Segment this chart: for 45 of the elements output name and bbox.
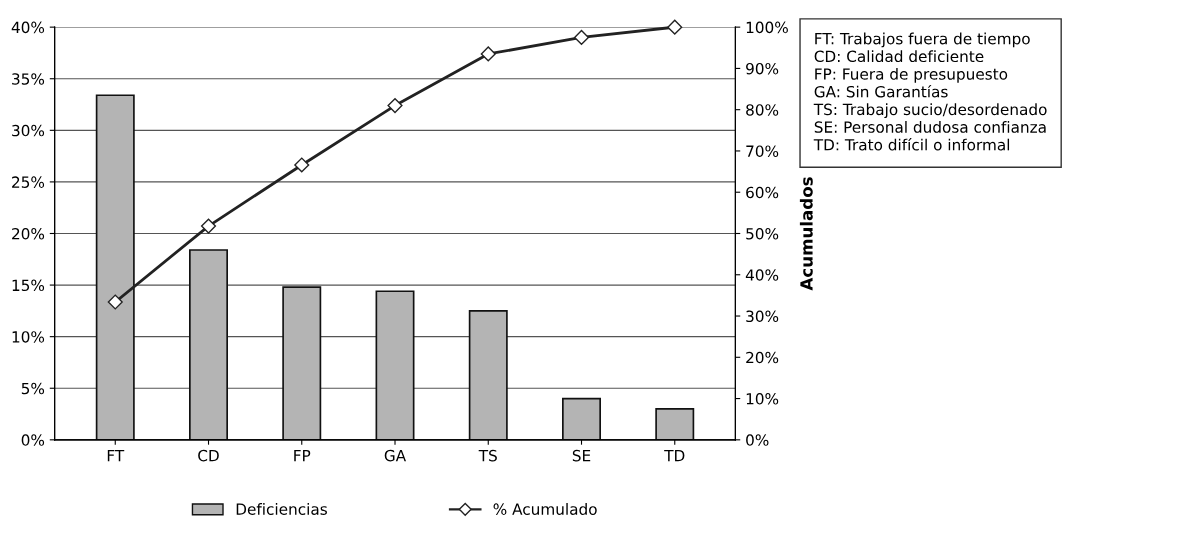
bar (282, 286, 322, 440)
y2-tick-label: 20% (746, 351, 779, 364)
bar (375, 290, 415, 440)
point (294, 157, 310, 173)
y2-tick-label: 0% (746, 434, 769, 446)
y-tick-label: 20% (12, 227, 45, 240)
x-tick-label: TS (478, 449, 497, 462)
x-tick-label: FT (107, 450, 125, 462)
x-tick-label: CD (198, 449, 219, 462)
point (200, 218, 217, 234)
y-tick-label: 35% (12, 73, 45, 85)
bar (655, 408, 695, 440)
bar (562, 397, 601, 440)
legend-label: Deficiencias (236, 503, 327, 515)
bar (468, 310, 508, 440)
y2-axis-title: Acumulados (799, 177, 813, 291)
y-tick-label: 10% (12, 331, 45, 343)
y2-tick-label: 80% (746, 104, 779, 116)
y2-tick-label: 60% (746, 186, 779, 199)
y-tick-label: 0% (21, 434, 45, 446)
y-tick-label: 15% (12, 279, 45, 292)
point (387, 97, 403, 114)
x-tick-label: GA (384, 449, 407, 462)
y2-tick-label: 50% (746, 227, 779, 240)
y-tick-label: 30% (12, 124, 45, 137)
y-tick-label: 5% (21, 382, 45, 395)
y2-tick-label: 30% (746, 310, 779, 323)
bar (189, 249, 228, 440)
text: FT: Trabajos fuera de tiempo CD: Calidad deficiente FP: Fuera de presupuesto GA: Sin Garantías TS: Trabajo sucio/desordenado SE: Personal dudosa confianza TD: Trato difícil o informal (813, 32, 1047, 151)
y2-tick-label: 90% (746, 62, 779, 75)
legend-label: % Acumulado (493, 503, 597, 515)
y2-tick-label: 40% (745, 269, 779, 281)
x-tick-label: FP (294, 450, 311, 462)
point (480, 46, 496, 62)
point (667, 19, 683, 35)
y2-tick-label: 10% (746, 393, 779, 405)
y-tick-label: 25% (12, 176, 45, 188)
y2-tick-label: 70% (746, 145, 779, 157)
y-tick-label: 40% (11, 21, 45, 34)
x-tick-label: SE (572, 449, 591, 462)
point (573, 29, 590, 46)
bar (95, 94, 135, 440)
y2-tick-label: 100% (746, 21, 788, 34)
x-tick-label: TD (664, 450, 685, 462)
point (107, 294, 123, 310)
